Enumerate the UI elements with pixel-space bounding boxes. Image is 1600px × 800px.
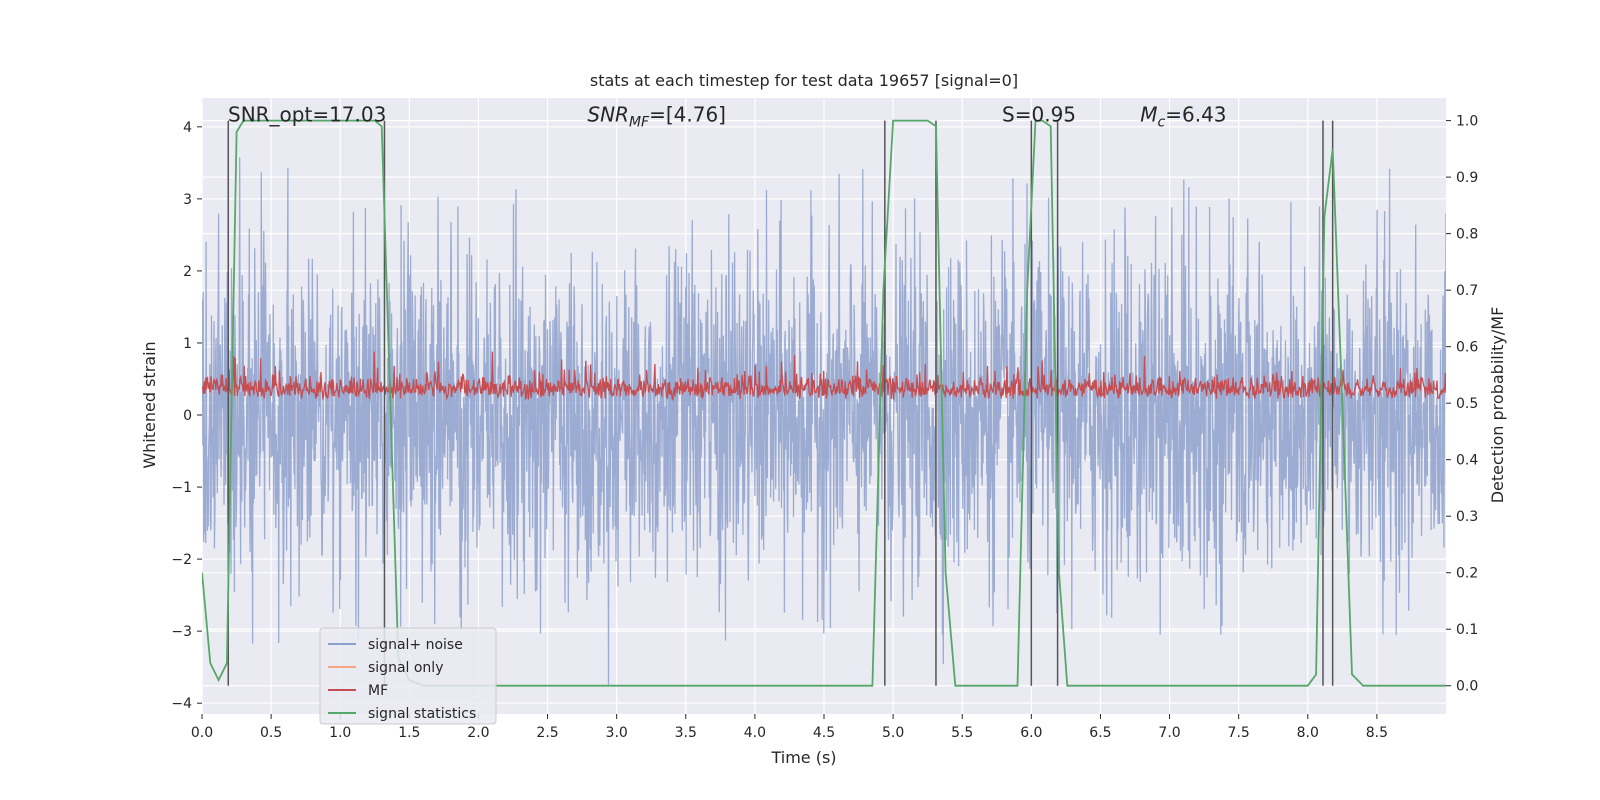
y-tick-label-right: 0.1 xyxy=(1456,622,1478,638)
y-tick-label-right: 0.0 xyxy=(1456,679,1478,695)
x-tick-label: 4.0 xyxy=(744,725,766,741)
vertical-markers xyxy=(227,120,1334,686)
x-tick-label: 1.5 xyxy=(398,725,420,741)
y-tick-label: 2 xyxy=(183,264,192,280)
x-tick-label: 7.5 xyxy=(1228,725,1250,741)
y-tick-label: 1 xyxy=(183,336,192,352)
legend-label: signal only xyxy=(368,660,443,676)
y-tick-label: −2 xyxy=(171,552,192,568)
x-axis-label: Time (s) xyxy=(770,748,836,767)
y-tick-label-right: 0.5 xyxy=(1456,396,1478,412)
y-tick-label-right: 0.3 xyxy=(1456,509,1478,525)
legend-box xyxy=(319,627,497,725)
y-tick-label-right: 0.8 xyxy=(1456,227,1478,243)
legend-label: signal+ noise xyxy=(368,637,463,653)
y-tick-label: 3 xyxy=(183,192,192,208)
y-tick-label: 4 xyxy=(183,120,192,136)
line-signal-statistics xyxy=(202,119,1446,687)
x-tick-label: 2.0 xyxy=(467,725,489,741)
y-ticks-right: 0.0 0.1 0.2 0.3 0.4 0.5 0.6 0.7 0.8 0.9 1.0 xyxy=(1446,114,1478,695)
line-mf xyxy=(202,351,1446,402)
y-tick-label-right: 0.6 xyxy=(1456,340,1478,356)
y-tick-label: −4 xyxy=(171,696,192,712)
x-tick-label: 8.0 xyxy=(1297,725,1319,741)
annotation-text: SNR_opt=17.03 xyxy=(228,103,386,127)
legend-label: signal statistics xyxy=(368,706,476,722)
annotation-text: S=0.95 xyxy=(1002,103,1076,127)
x-tick-label: 0.5 xyxy=(260,725,282,741)
legend: signal+ noise signal only MF signal statist… xyxy=(319,627,497,725)
x-tick-label: 7.0 xyxy=(1158,725,1180,741)
legend-label: MF xyxy=(368,683,388,699)
y-ticks-left: −4 −3 −2 −1 0 1 2 3 4 xyxy=(171,120,202,712)
y-tick-label-right: 0.7 xyxy=(1456,283,1478,299)
series-mf xyxy=(202,351,1446,402)
x-tick-label: 3.0 xyxy=(606,725,628,741)
x-tick-label: 1.0 xyxy=(329,725,351,741)
x-tick-label: 2.5 xyxy=(536,725,558,741)
x-tick-label: 5.0 xyxy=(882,725,904,741)
x-tick-label: 6.5 xyxy=(1089,725,1111,741)
y-tick-label-right: 0.4 xyxy=(1456,453,1478,469)
y-tick-label: 0 xyxy=(183,408,192,424)
x-tick-label: 4.5 xyxy=(813,725,835,741)
y-axis-label-right: Detection probability/MF xyxy=(1488,307,1507,504)
x-tick-label: 6.0 xyxy=(1020,725,1042,741)
x-tick-label: 8.5 xyxy=(1366,725,1388,741)
y-tick-label-right: 0.9 xyxy=(1456,170,1478,186)
annotation-text: Mc=6.43 xyxy=(1140,103,1226,131)
x-tick-label: 3.5 xyxy=(675,725,697,741)
annotation-text: SNRMF=[4.76] xyxy=(587,103,726,131)
y-tick-label-right: 1.0 xyxy=(1456,114,1478,130)
x-tick-label: 0.0 xyxy=(191,725,213,741)
x-tick-label: 5.5 xyxy=(951,725,973,741)
series-signal-statistics xyxy=(202,119,1446,687)
y-tick-label-right: 0.2 xyxy=(1456,566,1478,582)
y-tick-label: −1 xyxy=(171,480,192,496)
annotations: SNR_opt=17.03 SNRMF=[4.76] S=0.95 Mc=6.43 xyxy=(228,103,1227,131)
y-axis-label-left: Whitened strain xyxy=(140,341,159,468)
y-tick-label: −3 xyxy=(171,624,192,640)
chart-title: stats at each timestep for test data 196… xyxy=(590,71,1018,90)
x-ticks: 0.0 0.5 1.0 1.5 2.0 2.5 3.0 3.5 4.0 4.5 5.0 5.5 6.0 6… xyxy=(191,714,1388,741)
